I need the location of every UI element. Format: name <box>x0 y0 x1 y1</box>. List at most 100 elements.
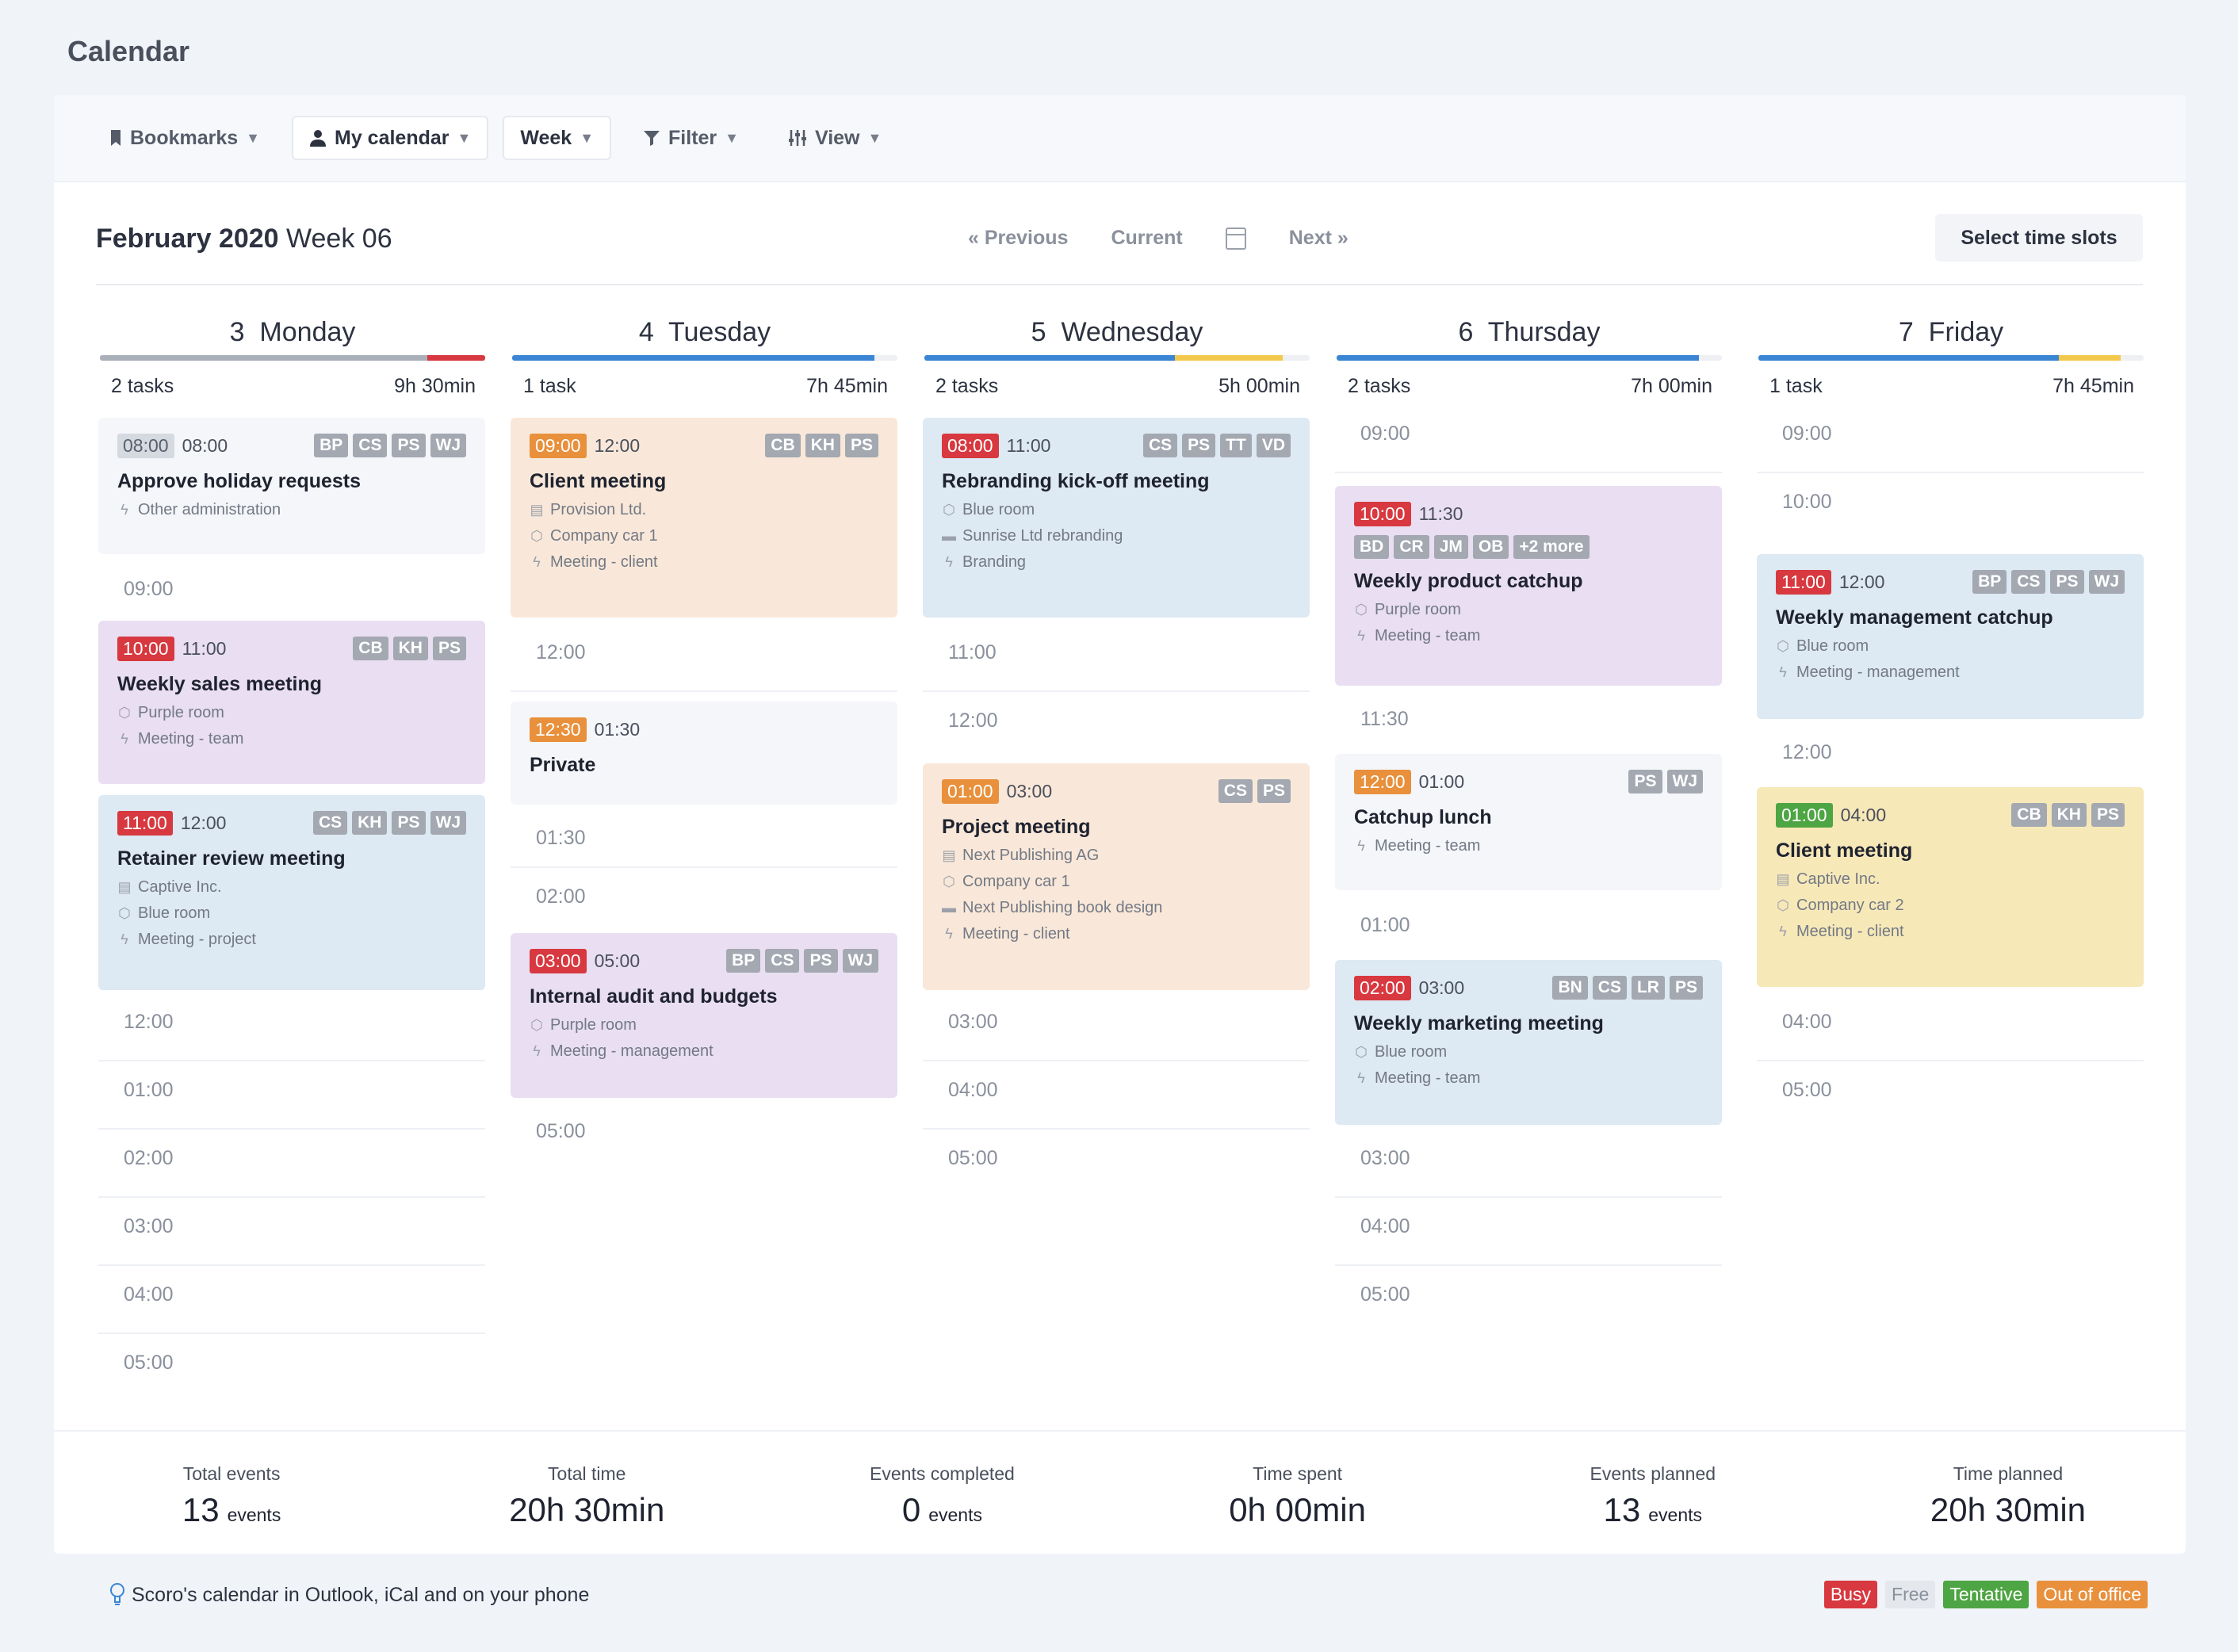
activity-icon: ϟ <box>1357 838 1365 854</box>
filter-dropdown[interactable]: Filter ▼ <box>625 116 756 160</box>
company-icon: ▤ <box>942 847 956 863</box>
time-slot[interactable]: 05:00 <box>536 1120 586 1142</box>
time-slot[interactable]: 03:00 <box>98 1198 485 1266</box>
time-slot[interactable]: 02:00 <box>98 1130 485 1198</box>
company-icon: ▤ <box>530 502 544 518</box>
time-slot[interactable]: 02:00 <box>536 885 586 908</box>
week-dropdown[interactable]: Week ▼ <box>503 116 612 160</box>
stat-time-spent: Time spent 0h 00min <box>1229 1463 1366 1528</box>
day-title: 4 Tuesday <box>638 317 771 347</box>
time-slot[interactable]: 11:30 <box>1360 708 1409 730</box>
time-slot[interactable]: 10:00 <box>1782 491 1832 513</box>
event-title: Weekly marketing meeting <box>1354 1012 1604 1034</box>
event-card[interactable]: 02:00 03:00 BN CS LR PS Weekly marketing mee… <box>1335 960 1722 1125</box>
calendar-picker-icon[interactable] <box>1225 227 1246 250</box>
event-card[interactable]: 01:00 03:00 CS PS Project meeting ▤ Next Pu… <box>923 763 1310 990</box>
resource-icon: ⬡ <box>1777 897 1789 913</box>
event-card[interactable]: 10:00 11:30 BD CR JM OB +2 more Weekly produc… <box>1335 486 1722 686</box>
time-slot[interactable]: 03:00 <box>923 993 1310 1061</box>
company-icon: ▤ <box>1776 871 1790 887</box>
time-slot[interactable]: 04:00 <box>923 1061 1310 1130</box>
event-title: Project meeting <box>942 816 1091 838</box>
event-card[interactable]: 09:00 12:00 CB KH PS Client meeting ▤ Provis… <box>511 418 897 618</box>
month-label: February 2020 <box>96 224 279 254</box>
previous-link[interactable]: « Previous <box>968 227 1069 249</box>
time-slot[interactable]: 04:00 <box>98 1266 485 1334</box>
day-load-bar <box>1758 355 2144 361</box>
legend-out-of-office: Out of office <box>2037 1581 2148 1608</box>
day-column-tuesday: 4 Tuesday 1 task 7h 45min 09:00 12:00 CB KH… <box>511 309 899 1142</box>
day-summary: 1 task 7h 45min <box>1769 375 2134 397</box>
time-slot[interactable]: 03:00 <box>1335 1130 1722 1198</box>
chevron-down-icon: ▼ <box>457 129 472 146</box>
event-title: Client meeting <box>1776 839 1913 862</box>
resource-icon: ⬡ <box>943 874 955 889</box>
time-slot[interactable]: 04:00 <box>1335 1198 1722 1266</box>
room-icon: ⬡ <box>1777 638 1789 654</box>
event-card[interactable]: 03:00 05:00 BP CS PS WJ Internal audit and b… <box>511 933 897 1098</box>
stat-events-completed: Events completed 0 events <box>870 1463 1015 1528</box>
time-slot[interactable]: 05:00 <box>124 1352 174 1374</box>
current-link[interactable]: Current <box>1111 227 1183 249</box>
event-title: Catchup lunch <box>1354 806 1492 828</box>
room-icon: ⬡ <box>530 1017 543 1033</box>
time-slot[interactable]: 11:00 <box>923 624 1310 692</box>
day-title: 7 Friday <box>1898 317 2004 347</box>
time-slot[interactable]: 12:00 <box>98 993 485 1061</box>
legend-busy: Busy <box>1823 1581 1878 1608</box>
event-card[interactable]: 11:00 12:00 CS KH PS WJ Retainer review meet… <box>98 795 485 990</box>
select-time-slots-button[interactable]: Select time slots <box>1935 214 2143 262</box>
event-card[interactable]: 10:00 11:00 CB KH PS Weekly sales meeting ⬡… <box>98 621 485 784</box>
time-slot[interactable]: 01:00 <box>98 1061 485 1130</box>
day-load-bar <box>924 355 1310 361</box>
day-column-thursday: 6 Thursday 2 tasks 7h 00min 09:00 10:00 11… <box>1335 309 1723 1306</box>
toolbar: Bookmarks ▼ My calendar ▼ Week ▼ Filter … <box>54 95 2186 182</box>
day-load-bar <box>1337 355 1722 361</box>
status-legend: Busy Free Tentative Out of office <box>1823 1581 2148 1608</box>
bookmarks-dropdown[interactable]: Bookmarks ▼ <box>92 116 277 160</box>
time-slot[interactable]: 09:00 <box>1757 405 2144 473</box>
my-calendar-dropdown[interactable]: My calendar ▼ <box>292 116 489 160</box>
company-icon: ▤ <box>117 879 132 895</box>
day-column-friday: 7 Friday 1 task 7h 45min 09:00 10:00 11:0… <box>1757 309 2145 1101</box>
project-icon: ▬ <box>942 900 956 916</box>
event-card[interactable]: 11:00 12:00 BP CS PS WJ Weekly management ca… <box>1757 554 2144 719</box>
time-slot[interactable]: 01:30 <box>511 809 897 868</box>
time-slot[interactable]: 05:00 <box>948 1147 998 1169</box>
activity-icon: ϟ <box>121 931 128 947</box>
chevron-down-icon: ▼ <box>246 129 260 146</box>
week-navigation: « Previous Current Next » <box>968 227 1349 250</box>
event-card[interactable]: 12:30 01:30 Private <box>511 702 897 805</box>
time-slot[interactable]: 01:00 <box>1360 914 1410 936</box>
view-dropdown[interactable]: View ▼ <box>771 116 899 160</box>
activity-icon: ϟ <box>1357 1070 1365 1086</box>
room-icon: ⬡ <box>943 502 955 518</box>
time-slot[interactable]: 04:00 <box>1757 993 2144 1061</box>
day-summary: 2 tasks 5h 00min <box>935 375 1300 397</box>
event-card[interactable]: 08:00 08:00 BP CS PS WJ Approve holiday requ… <box>98 418 485 554</box>
event-card[interactable]: 12:00 01:00 PS WJ Catchup lunch ϟ Meeting -… <box>1335 754 1722 890</box>
bookmarks-label: Bookmarks <box>130 126 239 149</box>
stat-time-planned: Time planned 20h 30min <box>1930 1463 2087 1528</box>
event-title: Rebranding kick-off meeting <box>942 470 1210 492</box>
chevron-down-icon: ▼ <box>725 129 739 146</box>
time-slot[interactable]: 05:00 <box>1360 1283 1410 1306</box>
period-title: February 2020 Week 06 <box>96 224 392 254</box>
event-card[interactable]: 08:00 11:00 CS PS TT VD Rebranding kick-off … <box>923 418 1310 618</box>
room-icon: ⬡ <box>118 905 131 921</box>
stats-bar: Total events 13 events Total time 20h 30min… <box>54 1430 2186 1554</box>
next-link[interactable]: Next » <box>1288 227 1349 249</box>
activity-icon: ϟ <box>533 554 541 570</box>
calendar-sync-link[interactable]: Scoro's calendar in Outlook, iCal and on… <box>109 1582 589 1608</box>
time-slot[interactable]: 09:00 <box>1335 405 1722 473</box>
time-slot[interactable]: 05:00 <box>1782 1079 1832 1101</box>
event-card[interactable]: 01:00 04:00 CB KH PS Client meeting ▤ Captiv… <box>1757 787 2144 987</box>
time-slot[interactable]: 12:00 <box>948 709 998 732</box>
stat-total-events: Total events 13 events <box>182 1463 281 1528</box>
calendar-card: Bookmarks ▼ My calendar ▼ Week ▼ Filter … <box>54 95 2186 1554</box>
page-title: Calendar <box>67 35 190 67</box>
time-slot[interactable]: 12:00 <box>511 624 897 692</box>
time-slot[interactable]: 12:00 <box>1782 741 1832 763</box>
time-slot[interactable]: 09:00 <box>98 560 485 629</box>
room-icon: ⬡ <box>1355 602 1368 618</box>
